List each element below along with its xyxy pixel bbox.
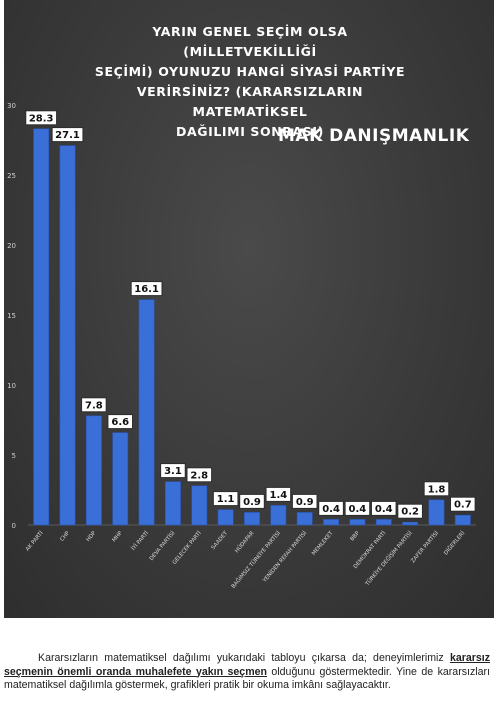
value-label: 0.2 — [401, 507, 419, 518]
chart-title-line-1: YARIN GENEL SEÇİM OLSA (MİLLETVEKİLLİĞİ — [152, 24, 348, 59]
value-label: 0.9 — [243, 497, 261, 508]
value-label: 28.3 — [29, 113, 54, 124]
x-category-label: BAĞIMSIZ TÜRKİYE PARTİSİ — [230, 529, 282, 589]
value-label-box — [107, 414, 134, 430]
value-label: 0.4 — [349, 504, 367, 515]
value-label: 1.1 — [217, 494, 235, 505]
bar — [323, 519, 340, 526]
value-label-box — [450, 496, 476, 512]
value-label-box — [25, 110, 58, 126]
watermark: MAK DANIŞMANLIK — [278, 126, 470, 146]
x-category-label: CHP — [59, 530, 71, 543]
value-label: 6.6 — [111, 417, 129, 428]
bar — [164, 481, 181, 526]
y-tick-label: 0 — [12, 522, 16, 530]
x-category-label: HÜDAPAR — [233, 530, 255, 555]
bar-chart: 0 5 10 15 20 25 30 28.3 AK PARTİ 27.1 CHP 7.8 HDP 6.6… — [7, 102, 476, 590]
value-label-box — [344, 500, 371, 516]
y-tick-label: 15 — [7, 312, 16, 320]
chart-title: YARIN GENEL SEÇİM OLSA (MİLLETVEKİLLİĞİ … — [90, 22, 410, 142]
x-category-label: AK PARTİ — [24, 529, 45, 552]
y-tick-label: 10 — [7, 382, 16, 390]
value-label: 1.8 — [428, 484, 446, 495]
bar — [296, 512, 313, 526]
value-label: 0.9 — [296, 497, 314, 508]
value-label-box — [397, 503, 423, 519]
x-category-label: DİĞERLERİ — [442, 529, 466, 556]
x-category-label: TÜRKİYE DEĞİŞİM PARTİSİ — [363, 529, 414, 587]
bar — [138, 299, 155, 526]
paragraph-emphasis: kararsız seçmenin önemli oranda muhalefe… — [4, 652, 490, 678]
bar — [402, 521, 419, 526]
bar — [375, 519, 392, 526]
bar — [217, 509, 234, 526]
value-label: 3.1 — [164, 466, 182, 477]
x-category-label: BBP — [349, 530, 361, 543]
value-label: 0.7 — [454, 500, 472, 511]
value-label: 16.1 — [134, 284, 159, 295]
value-label: 2.8 — [190, 470, 208, 481]
x-category-label: MEMLEKET — [311, 530, 335, 557]
value-label-box — [239, 493, 265, 509]
y-tick-label: 5 — [12, 452, 16, 460]
y-tick-label: 20 — [7, 242, 16, 250]
y-tick-label: 25 — [7, 172, 16, 180]
bar — [244, 512, 260, 526]
paragraph-part-2: olduğunu göstermektedir. Yine de kararsı… — [4, 665, 490, 692]
y-tick-label: 30 — [7, 102, 16, 110]
bar — [85, 415, 102, 526]
x-category-label: İYİ PARTİ — [130, 529, 150, 551]
value-label-box — [265, 486, 292, 502]
x-category-label: HDP — [85, 530, 97, 543]
x-category-label: SAADET — [211, 530, 230, 551]
value-label-box — [318, 500, 344, 516]
value-label-box — [160, 463, 186, 479]
bar — [112, 432, 129, 526]
description-paragraph: Kararsızların matematiksel dağılımı yuka… — [4, 652, 490, 693]
chart-title-line-3: VERİRSİNİZ? (KARARSIZLARIN MATEMATİKSEL — [136, 84, 364, 119]
value-label-box — [423, 481, 450, 497]
chart-title-line-2: SEÇİMİ) OYUNUZU HANGİ SİYASİ PARTİYE — [94, 64, 406, 79]
value-label-box — [81, 397, 107, 413]
x-category-label: ZAFER PARTİSİ — [409, 529, 440, 564]
chart-title-line-4: DAĞILIMI SONRASI) — [176, 124, 324, 139]
value-label: 0.4 — [375, 504, 393, 515]
bar — [33, 128, 50, 526]
value-label-box — [212, 491, 239, 507]
bar — [191, 485, 208, 526]
paragraph-part-1: Kararsızların matematiksel dağılımı yuka… — [38, 652, 444, 664]
value-label: 1.4 — [269, 490, 287, 501]
value-label-box — [370, 500, 397, 516]
x-category-label: DEVA PARTİSİ — [148, 529, 177, 561]
bar — [270, 505, 287, 526]
bar — [454, 514, 471, 526]
value-label: 27.1 — [55, 130, 80, 141]
x-category-label: YENİDEN REFAH PARTİSİ — [261, 529, 309, 584]
value-label: 7.8 — [85, 400, 103, 411]
bar — [428, 499, 445, 526]
value-label-box — [186, 467, 213, 483]
value-label: 0.4 — [322, 504, 340, 515]
bar — [349, 519, 366, 526]
value-label-box — [130, 281, 163, 297]
bar — [59, 145, 76, 526]
value-label-box — [51, 127, 84, 143]
x-category-label: MHP — [111, 530, 124, 544]
value-label-box — [291, 493, 318, 509]
